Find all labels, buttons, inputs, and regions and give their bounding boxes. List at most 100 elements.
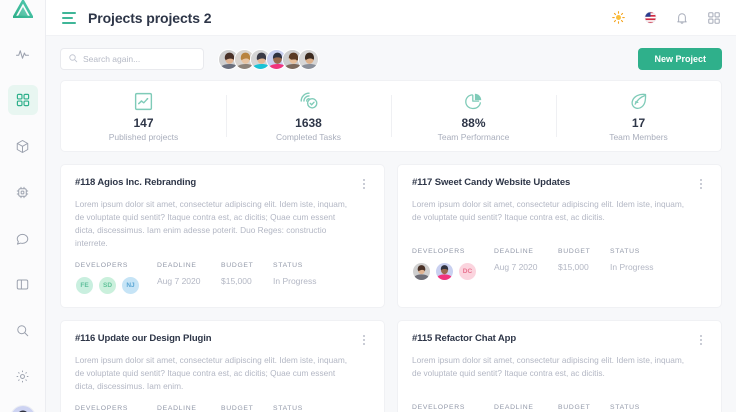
card-more-options-icon[interactable]: [695, 177, 707, 191]
card-header: #117 Sweet Candy Website Updates: [412, 177, 707, 191]
deadline-value: Aug 7 2020: [494, 262, 538, 272]
status-col: STATUS In Progress: [610, 404, 653, 412]
project-card[interactable]: #116 Update our Design Plugin Lorem ipsu…: [60, 320, 385, 412]
project-card[interactable]: #118 Agios Inc. Rebranding Lorem ipsum d…: [60, 164, 385, 308]
project-meta: DEVELOPERS DC: [412, 248, 707, 281]
developers-col: DEVELOPERS DC: [412, 248, 494, 281]
sidebar-nav-bottom: [0, 261, 45, 412]
logo-wrap: [0, 0, 45, 23]
project-title: #117 Sweet Candy Website Updates: [412, 177, 571, 188]
team-avatar-5[interactable]: [282, 48, 303, 70]
budget-col: BUDGET $15,000: [221, 262, 273, 286]
meta-label-developers: DEVELOPERS: [75, 405, 129, 412]
status-col: STATUS In Progress: [610, 248, 653, 272]
developer-initials-avatar[interactable]: NJ: [121, 276, 140, 295]
project-title: #118 Agios Inc. Rebranding: [75, 177, 197, 188]
sidebar-item-layout[interactable]: [8, 269, 38, 299]
line-chart-framed-icon: [133, 90, 154, 112]
developer-initials-avatar[interactable]: SD: [98, 276, 117, 295]
topbar-actions: [610, 10, 722, 26]
team-avatar-1[interactable]: [218, 48, 239, 70]
leaf-search-icon: [628, 90, 649, 112]
meta-label-status: STATUS: [610, 248, 641, 255]
meta-label-deadline: DEADLINE: [494, 404, 534, 411]
cpu-chip-icon: [15, 185, 30, 200]
developer-initials-avatar[interactable]: FE: [75, 276, 94, 295]
budget-col: BUDGET $15,000: [558, 404, 610, 412]
card-header: #118 Agios Inc. Rebranding: [75, 177, 370, 191]
grid-menu-icon[interactable]: [706, 10, 722, 26]
meta-label-developers: DEVELOPERS: [75, 262, 129, 269]
project-description: Lorem ipsum dolor sit amet, consectetur …: [75, 355, 348, 391]
sun-theme-icon[interactable]: [610, 10, 626, 26]
budget-value: $15,000: [221, 276, 252, 286]
stat-label: Team Performance: [437, 132, 510, 142]
new-project-button[interactable]: New Project: [638, 48, 722, 70]
team-avatar-2[interactable]: [234, 48, 255, 70]
budget-col: BUDGET $15,000: [221, 405, 273, 412]
meta-label-status: STATUS: [273, 405, 304, 412]
sidebar-item-activity[interactable]: [8, 39, 38, 69]
deadline-col: DEADLINE Aug 7 2020: [157, 262, 221, 286]
card-header: #115 Refactor Chat App: [412, 333, 707, 347]
deadline-value: Aug 7 2020: [157, 276, 201, 286]
sidebar-item-settings[interactable]: [8, 361, 38, 391]
project-card[interactable]: #115 Refactor Chat App Lorem ipsum dolor…: [397, 320, 722, 412]
card-more-options-icon[interactable]: [695, 333, 707, 347]
team-avatar-3[interactable]: [250, 48, 271, 70]
meta-label-deadline: DEADLINE: [157, 405, 197, 412]
developers-col: DEVELOPERS FE SD NJ: [75, 262, 157, 295]
developers-col: DEVELOPERS: [412, 404, 494, 412]
meta-label-status: STATUS: [273, 262, 304, 269]
sidebar-item-search[interactable]: [8, 315, 38, 345]
sidebar-item-packages[interactable]: [8, 131, 38, 161]
topbar: Projects projects 2: [46, 0, 736, 36]
content-area: New Project 147 Published projects: [46, 36, 736, 412]
main-area: Projects projects 2: [46, 0, 736, 412]
status-col: STATUS In Progress: [273, 405, 316, 412]
us-flag-icon[interactable]: [642, 10, 658, 26]
user-avatar[interactable]: [9, 405, 36, 412]
bell-notifications-icon[interactable]: [674, 10, 690, 26]
search-box[interactable]: [60, 48, 204, 70]
developer-initials-avatar[interactable]: DC: [458, 262, 477, 281]
grid-apps-icon: [16, 93, 30, 107]
search-input[interactable]: [83, 54, 196, 64]
stat-label: Completed Tasks: [275, 132, 342, 142]
developer-photo-avatar[interactable]: [412, 262, 431, 281]
activity-pulse-icon: [15, 47, 30, 62]
deadline-col: DEADLINE Aug 7 2020: [494, 404, 558, 412]
developer-avatars: FE SD NJ: [75, 276, 157, 295]
developer-avatars: DC: [412, 262, 494, 281]
developer-photo-avatar[interactable]: [435, 262, 454, 281]
deadline-col: DEADLINE Aug 7 2020: [157, 405, 221, 412]
chat-bubble-icon: [15, 231, 30, 246]
stat-label: Team Members: [609, 132, 668, 142]
meta-label-deadline: DEADLINE: [157, 262, 197, 269]
budget-value: $15,000: [558, 262, 589, 272]
toolbar: New Project: [60, 36, 722, 80]
meta-label-status: STATUS: [610, 404, 641, 411]
stat-completed-tasks: 1638 Completed Tasks: [226, 81, 391, 151]
status-col: STATUS In Progress: [273, 262, 316, 286]
meta-label-budget: BUDGET: [221, 262, 254, 269]
card-header: #116 Update our Design Plugin: [75, 333, 370, 347]
sidebar-item-messages[interactable]: [8, 223, 38, 253]
search-icon: [15, 323, 30, 338]
triangle-logo[interactable]: [12, 0, 33, 23]
team-avatar-4[interactable]: [266, 48, 287, 70]
card-more-options-icon[interactable]: [358, 177, 370, 191]
meta-label-budget: BUDGET: [221, 405, 254, 412]
team-avatar-6[interactable]: [298, 48, 319, 70]
stat-value: 17: [631, 116, 646, 130]
project-card[interactable]: #117 Sweet Candy Website Updates Lorem i…: [397, 164, 722, 308]
card-more-options-icon[interactable]: [358, 333, 370, 347]
sidebar-item-projects[interactable]: [7, 85, 38, 115]
hamburger-menu-icon[interactable]: [62, 11, 76, 24]
deadline-col: DEADLINE Aug 7 2020: [494, 248, 558, 272]
sidebar-item-integrations[interactable]: [8, 177, 38, 207]
project-title: #115 Refactor Chat App: [412, 333, 517, 344]
pie-chart-icon: [463, 90, 484, 112]
project-description: Lorem ipsum dolor sit amet, consectetur …: [412, 199, 685, 222]
